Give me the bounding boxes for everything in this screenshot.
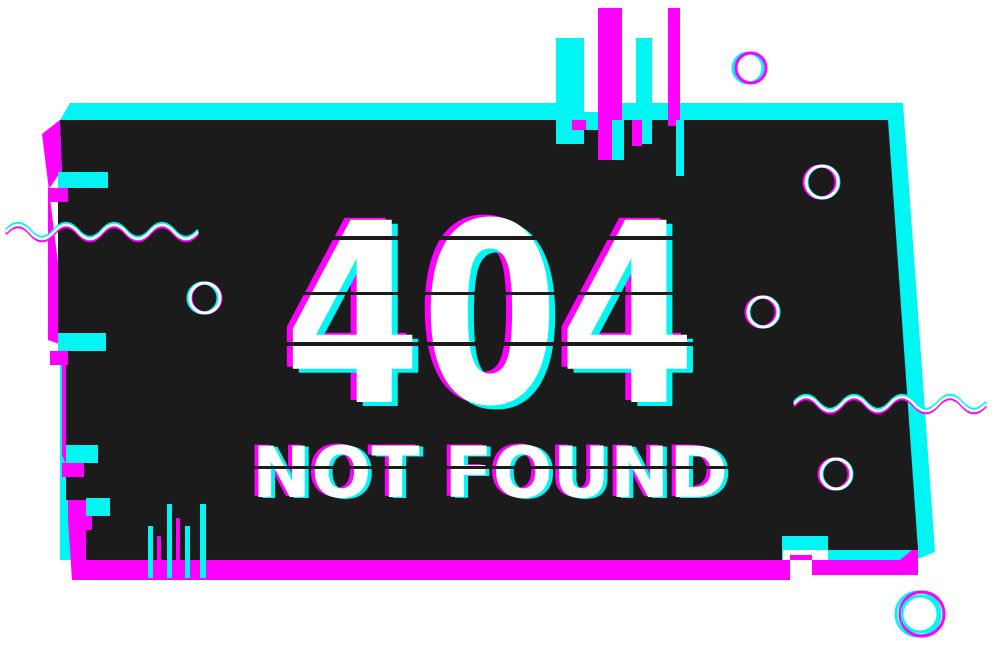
glitch-bar <box>668 8 680 126</box>
glitch-bar <box>157 536 161 578</box>
panel-notch <box>50 351 68 365</box>
circle-decoration <box>817 457 854 491</box>
panel-notch <box>58 333 106 351</box>
panel-notch <box>86 498 110 516</box>
glitch-bar <box>167 504 172 578</box>
panel-notch <box>70 516 92 530</box>
error-message-cyan-layer: NOT FOUND <box>256 433 732 515</box>
glitch-bar <box>676 120 684 176</box>
panel-notch <box>58 172 108 188</box>
glitch-bar <box>632 120 642 146</box>
error-code-heading: 404 404 404 <box>260 168 702 465</box>
error-message-magenta-layer: NOT FOUND <box>248 431 724 513</box>
glitch-bar <box>200 504 206 578</box>
glitch-bar <box>176 518 180 578</box>
circle-decoration <box>802 164 841 200</box>
glitch-bar <box>572 120 586 130</box>
glitch-bar <box>612 120 624 160</box>
error-code-cyan-layer: 404 <box>290 174 702 465</box>
circle-decoration <box>744 295 781 329</box>
panel-notch <box>66 445 98 463</box>
panel-notch <box>48 188 68 202</box>
glitch-bar <box>148 526 153 578</box>
panel-background <box>58 120 918 560</box>
error-message-text: NOT FOUND <box>252 432 728 514</box>
panel-notch <box>783 536 828 550</box>
wavy-line-left <box>5 221 199 243</box>
wavy-line-right <box>793 393 987 415</box>
circle-decoration <box>894 590 946 638</box>
error-code-text: 404 <box>284 170 696 461</box>
panel-notch <box>62 463 84 477</box>
circle-decoration <box>731 51 768 85</box>
circle-decoration <box>186 281 223 315</box>
error-code-magenta-layer: 404 <box>278 168 690 459</box>
glitch-bar <box>185 526 190 578</box>
glitch-bar <box>636 38 652 144</box>
error-message: NOT FOUND NOT FOUND NOT FOUND <box>245 431 735 515</box>
